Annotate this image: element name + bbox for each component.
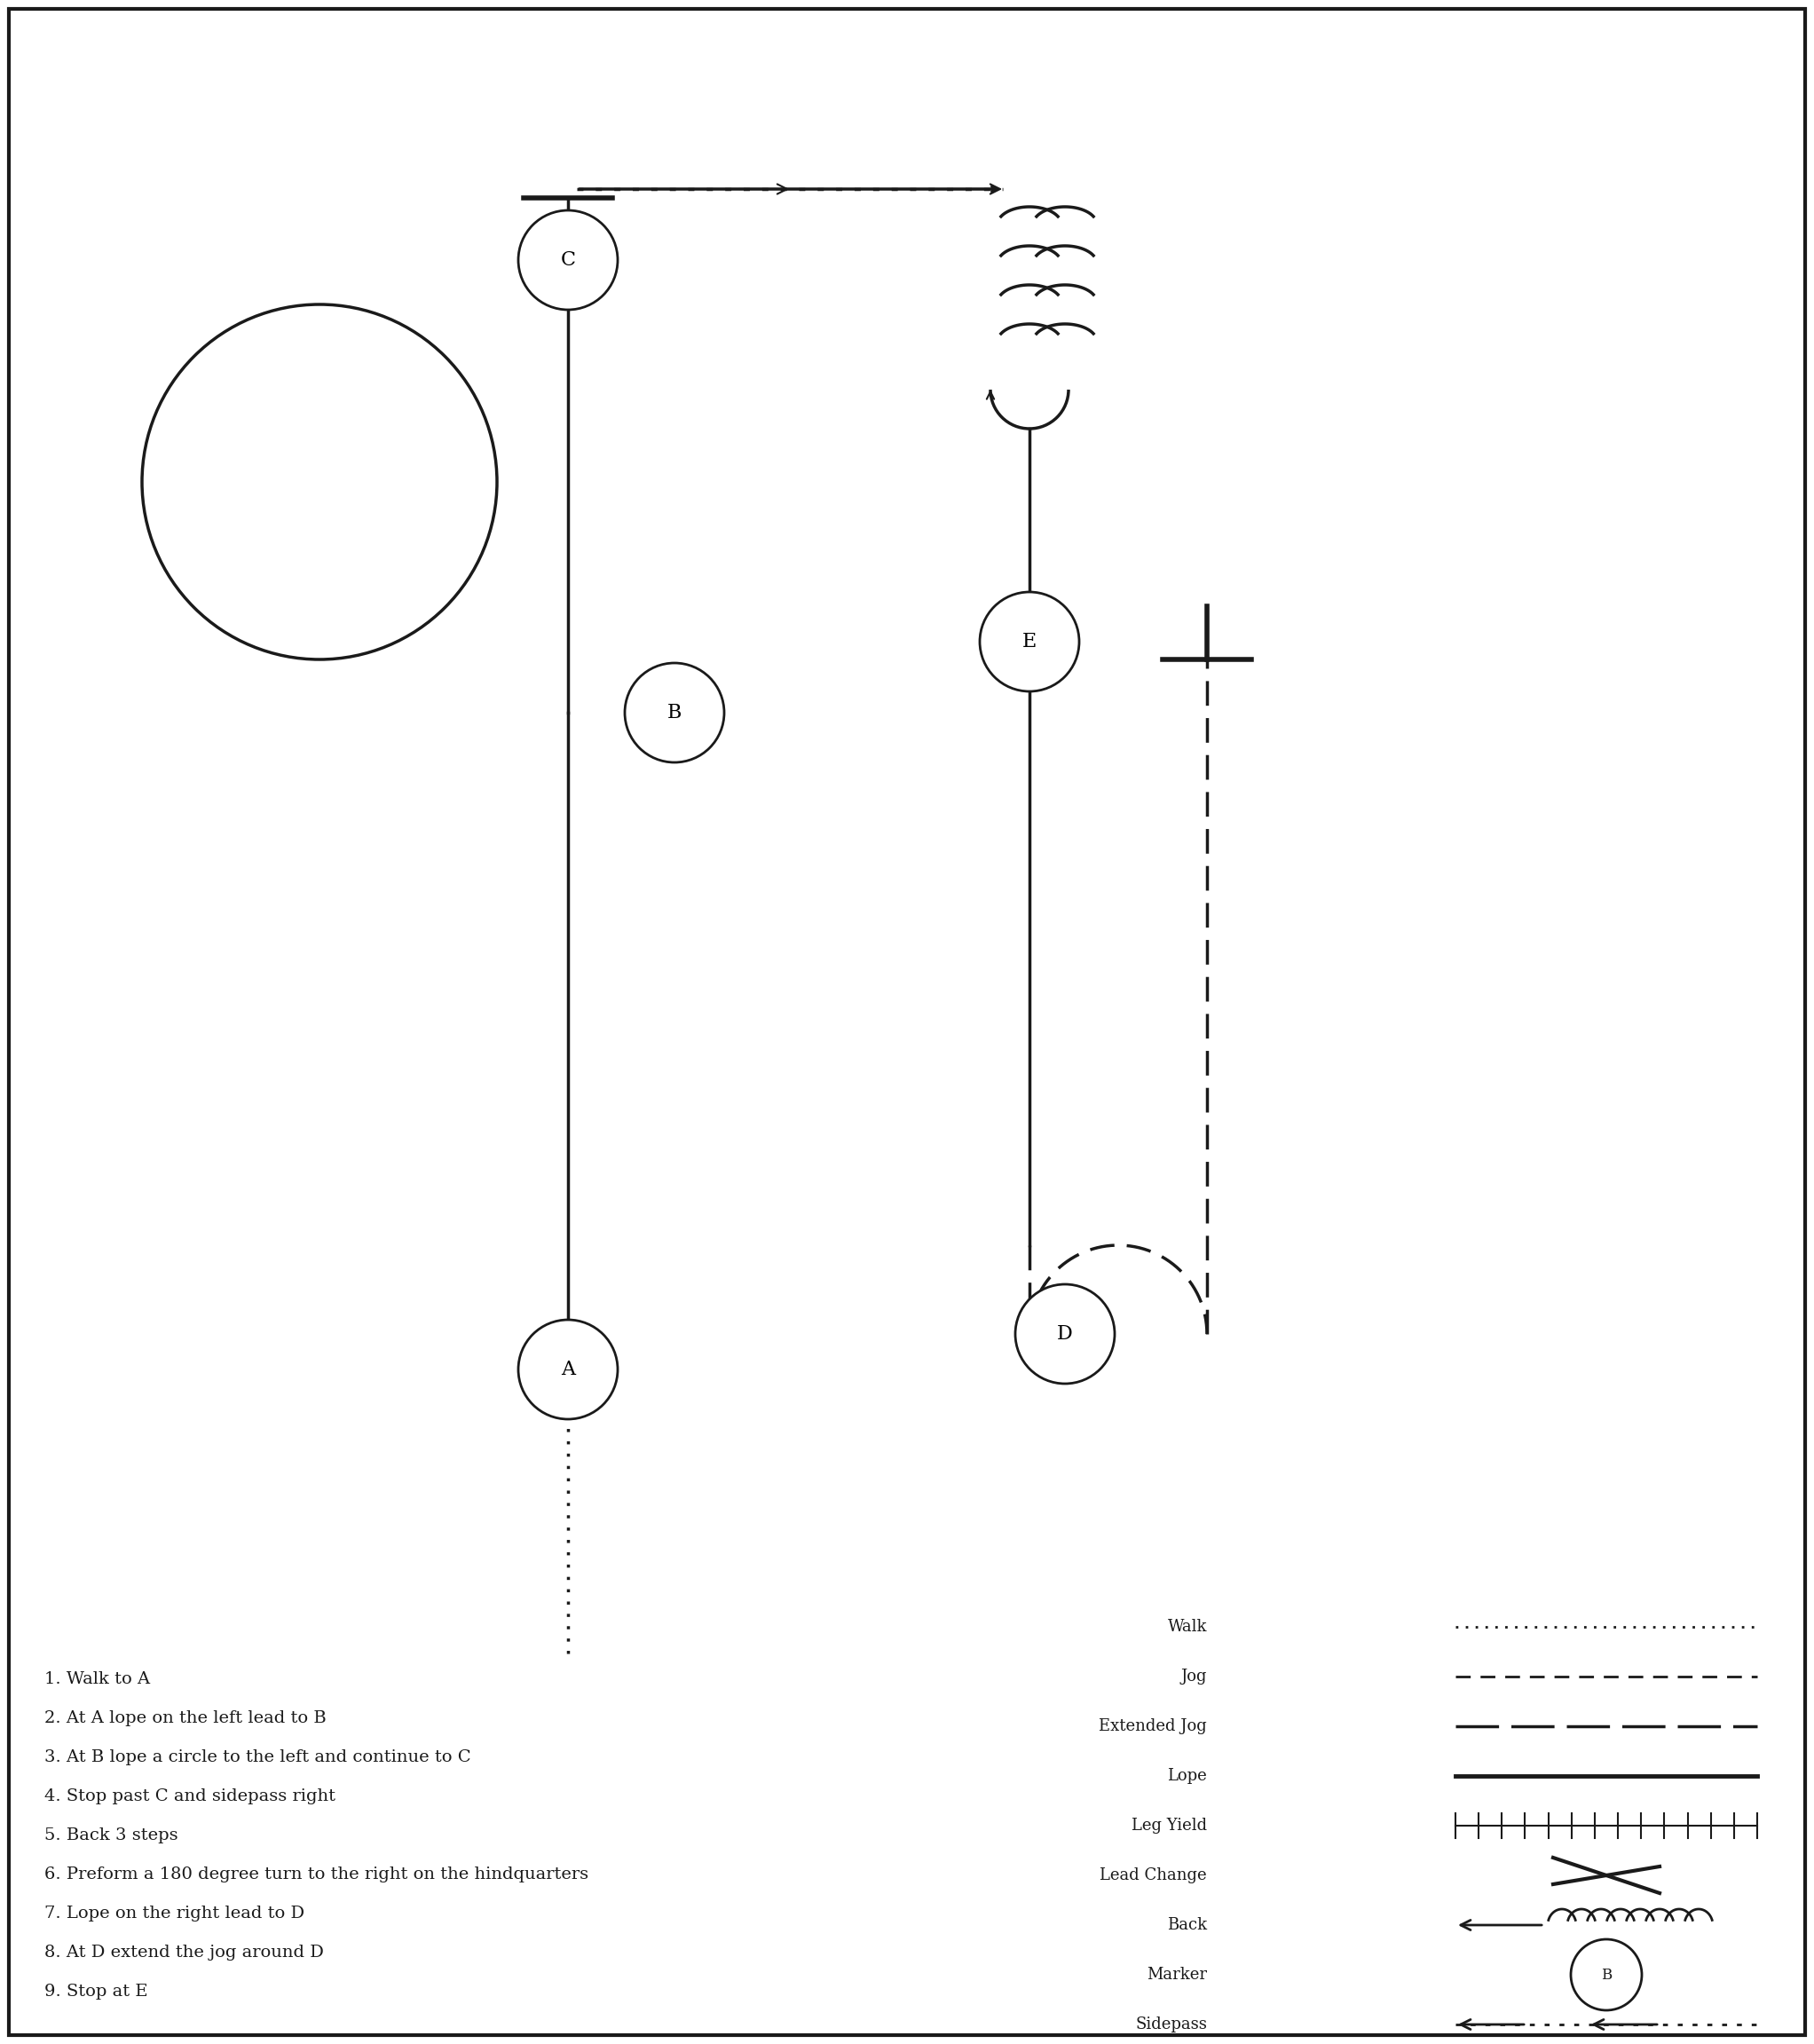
- Circle shape: [1571, 1940, 1642, 2009]
- Text: 7. Lope on the right lead to D: 7. Lope on the right lead to D: [44, 1905, 305, 1921]
- Text: E: E: [1023, 632, 1036, 652]
- Circle shape: [1016, 1284, 1114, 1384]
- Text: A: A: [561, 1359, 575, 1380]
- Text: Sidepass: Sidepass: [1136, 2017, 1206, 2032]
- Text: Jog: Jog: [1181, 1668, 1206, 1684]
- Text: Back: Back: [1166, 1917, 1206, 1934]
- Circle shape: [519, 211, 619, 311]
- Text: 2. At A lope on the left lead to B: 2. At A lope on the left lead to B: [44, 1711, 327, 1727]
- Circle shape: [624, 662, 724, 762]
- Text: 4. Stop past C and sidepass right: 4. Stop past C and sidepass right: [44, 1788, 336, 1805]
- Text: Lope: Lope: [1166, 1768, 1206, 1784]
- Text: 3. At B lope a circle to the left and continue to C: 3. At B lope a circle to the left and co…: [44, 1750, 472, 1766]
- Text: 8. At D extend the jog around D: 8. At D extend the jog around D: [44, 1944, 325, 1960]
- Text: D: D: [1058, 1325, 1072, 1343]
- Text: 5. Back 3 steps: 5. Back 3 steps: [44, 1827, 178, 1844]
- Text: 6. Preform a 180 degree turn to the right on the hindquarters: 6. Preform a 180 degree turn to the righ…: [44, 1866, 588, 1883]
- Text: C: C: [561, 249, 575, 270]
- Text: Leg Yield: Leg Yield: [1132, 1817, 1206, 1833]
- Text: B: B: [1602, 1966, 1613, 1983]
- Text: 9. Stop at E: 9. Stop at E: [44, 1983, 147, 1999]
- Circle shape: [980, 593, 1079, 691]
- Text: Marker: Marker: [1146, 1966, 1206, 1983]
- Text: Lead Change: Lead Change: [1099, 1868, 1206, 1883]
- Text: 1. Walk to A: 1. Walk to A: [44, 1672, 151, 1686]
- Text: Extended Jog: Extended Jog: [1099, 1719, 1206, 1733]
- Text: B: B: [668, 703, 682, 722]
- Circle shape: [519, 1320, 619, 1419]
- Text: Walk: Walk: [1168, 1619, 1206, 1635]
